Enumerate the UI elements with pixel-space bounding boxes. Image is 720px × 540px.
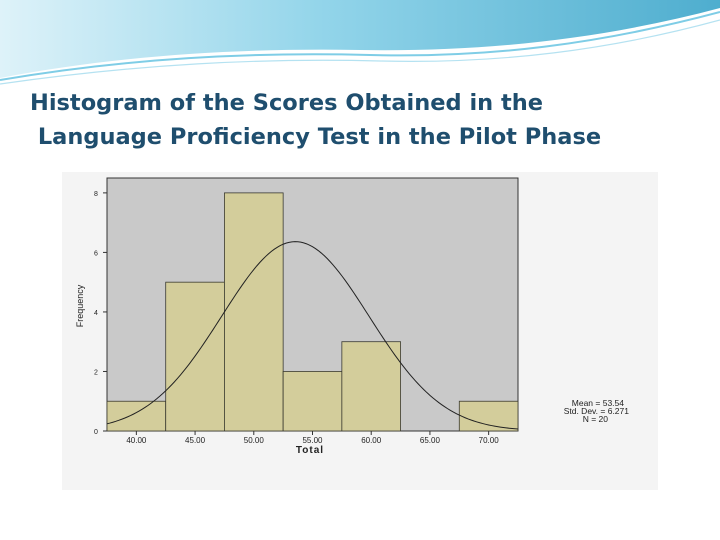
- histogram-bar: [282, 371, 343, 432]
- histogram-chart: 0 2 4 6 8 40.00 45.00 50.00 55.00 60.00 65.00 70.00…: [62, 172, 658, 490]
- x-tick-label: 70.00: [479, 436, 500, 445]
- slide-title-line-2: Language Proficiency Test in the Pilot P…: [30, 124, 602, 150]
- banner-wave-fill: [0, 0, 720, 78]
- x-tick-label: 55.00: [302, 436, 323, 445]
- histogram-bar: [224, 192, 284, 432]
- slide-title-line-1: Histogram of the Scores Obtained in the: [30, 90, 544, 116]
- bars-layer: [106, 192, 519, 432]
- y-tick-label: 6: [94, 250, 98, 257]
- decorative-banner: [0, 0, 720, 85]
- histogram-figure: 0 2 4 6 8 40.00 45.00 50.00 55.00 60.00 65.00 70.00…: [62, 172, 658, 490]
- y-tick-label: 0: [94, 429, 98, 436]
- histogram-bar: [341, 341, 401, 432]
- x-tick-label: 50.00: [244, 436, 265, 445]
- normal-curve: [106, 241, 519, 430]
- banner-wave-line-2: [0, 19, 720, 85]
- x-tick-label: 65.00: [420, 436, 441, 445]
- y-tick-label: 2: [94, 369, 98, 376]
- stats-mean: Mean = 53.54: [572, 398, 624, 408]
- y-tick-label: 8: [94, 191, 98, 198]
- axis-layer: 0 2 4 6 8 40.00 45.00 50.00 55.00 60.00 65.00 70.00: [94, 191, 499, 445]
- x-axis-label: Total: [296, 445, 324, 456]
- stats-box: Mean = 53.54 Std. Dev. = 6.271 N = 20: [564, 398, 630, 424]
- stats-std-dev: Std. Dev. = 6.271: [564, 406, 630, 416]
- x-tick-label: 60.00: [361, 436, 382, 445]
- histogram-bar: [458, 400, 519, 432]
- histogram-bar: [106, 400, 167, 432]
- x-tick-label: 40.00: [126, 436, 147, 445]
- y-tick-label: 4: [94, 310, 98, 317]
- banner-wave-line: [0, 11, 720, 81]
- slide-title: Histogram of the Scores Obtained in the …: [30, 86, 690, 154]
- y-axis-label: Frequency: [75, 284, 85, 327]
- stats-n: N = 20: [583, 414, 609, 424]
- x-tick-label: 45.00: [185, 436, 206, 445]
